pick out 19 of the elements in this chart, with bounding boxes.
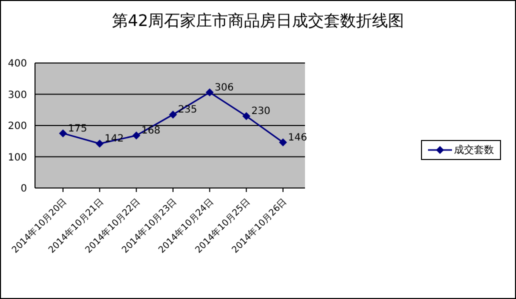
- legend-label: 成交套数: [454, 144, 494, 156]
- y-tick-label: 200: [8, 121, 27, 132]
- data-label: 168: [141, 126, 160, 136]
- y-tick-label: 300: [8, 90, 27, 101]
- point: [242, 112, 250, 120]
- point: [279, 138, 287, 146]
- y-tick-label: 0: [20, 184, 27, 195]
- y-tick-label: 100: [8, 152, 27, 164]
- data-label: 306: [214, 82, 234, 94]
- chart-title: 第42周石家庄市商品房日成交套数折线图: [110, 11, 406, 32]
- data-label: 235: [178, 104, 198, 116]
- y-tick-label: 400: [8, 58, 27, 70]
- data-label: 230: [251, 106, 270, 118]
- point: [96, 140, 104, 148]
- point: [59, 129, 67, 138]
- point: [132, 132, 140, 140]
- data-label: 146: [288, 132, 308, 144]
- point: [206, 88, 214, 96]
- point: [169, 110, 177, 119]
